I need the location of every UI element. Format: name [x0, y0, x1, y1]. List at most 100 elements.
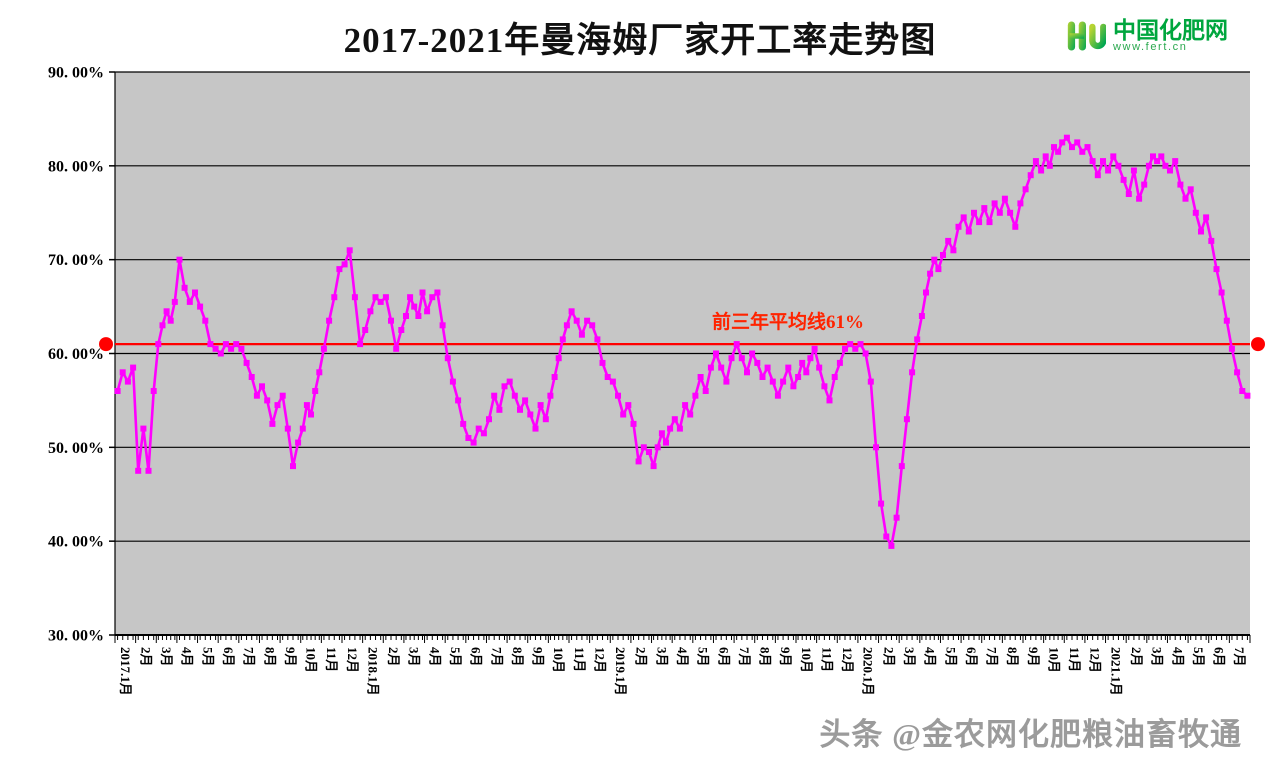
series-marker: [336, 266, 343, 273]
series-marker: [1059, 139, 1066, 146]
series-marker: [723, 378, 730, 385]
series-marker: [1187, 186, 1194, 193]
x-axis-label: 9月: [1026, 647, 1041, 667]
series-marker: [522, 397, 529, 404]
series-marker: [764, 364, 771, 371]
series-marker: [707, 364, 714, 371]
series-marker: [862, 350, 869, 357]
x-axis-label: 3月: [654, 647, 669, 667]
series-marker: [238, 345, 245, 352]
series-marker: [1198, 228, 1204, 235]
x-axis-ticks: [114, 635, 1251, 643]
x-axis-label: 10月: [1046, 647, 1061, 673]
logo-url: www.fert.cn: [1113, 41, 1188, 54]
series-marker: [419, 289, 426, 296]
x-axis-label: 4月: [1170, 647, 1185, 667]
series-marker: [331, 294, 338, 301]
series-marker: [658, 430, 665, 437]
average-line-right-dot: [1251, 337, 1265, 352]
series-marker: [1007, 209, 1014, 216]
series-marker: [945, 237, 952, 244]
x-axis-label: 4月: [180, 647, 195, 667]
x-axis-label: 3月: [159, 647, 174, 667]
x-axis-label: 11月: [1067, 647, 1082, 672]
series-marker: [295, 439, 302, 446]
y-axis-label: 50. 00%: [48, 440, 104, 457]
series-marker: [372, 294, 379, 301]
series-marker: [852, 345, 859, 352]
series-marker: [604, 374, 611, 380]
china-fertilizer-net-logo: 中国化肥网 www.fert.cn: [1064, 16, 1230, 56]
series-marker: [609, 378, 616, 385]
x-axis-label: 9月: [778, 647, 793, 667]
series-marker: [918, 313, 925, 319]
series-marker: [795, 374, 802, 380]
series-marker: [222, 341, 229, 348]
series-marker: [506, 378, 513, 385]
series-marker: [1079, 148, 1086, 155]
series-marker: [415, 313, 422, 319]
series-marker: [842, 345, 848, 352]
x-axis-label: 8月: [758, 647, 773, 667]
series-marker: [811, 345, 818, 352]
series-marker: [496, 406, 503, 413]
series-marker: [341, 261, 348, 268]
x-axis-label: 12月: [592, 647, 607, 673]
series-marker: [1154, 158, 1161, 165]
series-marker: [407, 294, 414, 301]
series-marker: [326, 317, 333, 324]
series-marker: [1001, 195, 1008, 202]
x-axis-label: 5月: [448, 647, 463, 667]
x-axis-label: 2017.1月: [118, 647, 133, 696]
series-marker: [243, 359, 250, 366]
operating-rate-series: [114, 134, 1251, 549]
series-marker: [135, 467, 142, 474]
y-axis-and-gridlines: 30. 00% 40. 00% 50. 00% 60. 00% 70. 00% 80. 0…: [48, 65, 1250, 645]
series-marker: [357, 341, 364, 348]
x-axis-label: 11月: [819, 647, 834, 672]
series-marker: [284, 425, 291, 432]
y-axis-label: 80. 00%: [48, 158, 104, 175]
series-marker: [403, 313, 409, 319]
series-marker: [377, 298, 384, 305]
y-axis-label: 30. 00%: [48, 628, 104, 645]
series-marker: [749, 350, 756, 357]
series-marker: [898, 463, 905, 470]
series-marker: [927, 270, 934, 277]
series-marker: [965, 228, 972, 235]
series-marker: [1017, 200, 1024, 207]
series-marker: [1027, 172, 1034, 179]
y-axis-label: 90. 00%: [48, 65, 104, 82]
series-marker: [124, 378, 131, 385]
series-marker: [914, 336, 921, 343]
series-marker: [155, 341, 162, 348]
series-marker: [687, 411, 694, 418]
series-marker: [671, 416, 678, 423]
series-marker: [976, 219, 983, 226]
x-axis-label: 2019.1月: [613, 647, 628, 696]
series-marker: [382, 294, 389, 301]
series-marker: [702, 388, 709, 394]
x-axis-label: 7月: [489, 647, 504, 667]
series-marker: [320, 345, 327, 352]
series-marker: [1042, 153, 1049, 160]
series-marker: [831, 374, 838, 380]
series-marker: [663, 439, 669, 446]
x-axis-label: 10月: [304, 647, 319, 673]
series-marker: [163, 308, 170, 315]
x-axis-label: 2020.1月: [861, 647, 876, 696]
x-axis-label: 8月: [262, 647, 277, 667]
x-axis-label: 7月: [242, 647, 257, 667]
series-marker: [475, 425, 482, 432]
series-marker: [630, 420, 637, 427]
series-marker: [935, 266, 942, 273]
y-axis-label: 40. 00%: [48, 534, 104, 551]
china-fertilizer-logo-icon: [1067, 21, 1106, 51]
chart-title: 2017-2021年曼海姆厂家开工率走势图: [343, 21, 937, 60]
x-axis-label: 6月: [469, 647, 484, 667]
series-marker: [903, 416, 910, 423]
series-marker: [1084, 144, 1091, 151]
x-axis-label: 5月: [943, 647, 958, 667]
series-marker: [1218, 289, 1225, 296]
series-marker: [207, 341, 214, 348]
